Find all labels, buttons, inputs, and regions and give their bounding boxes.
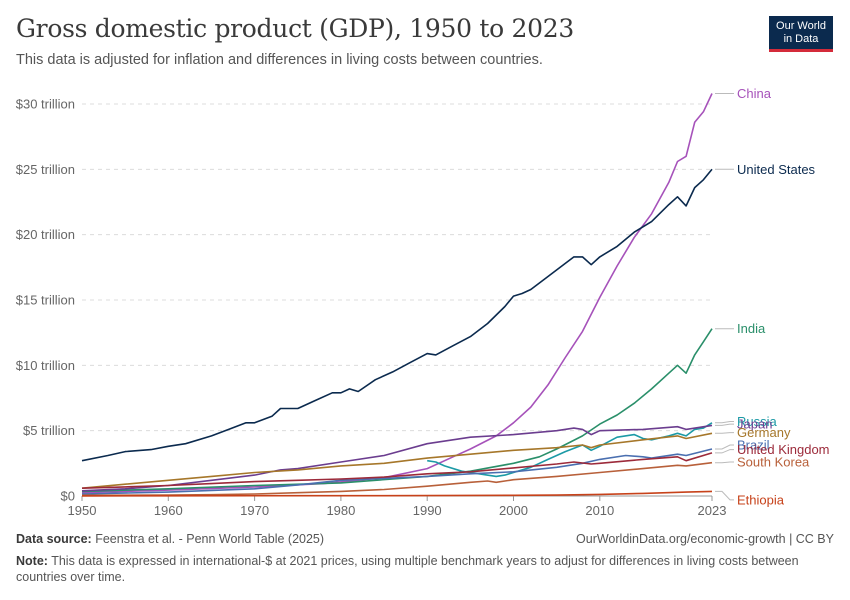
x-tick-2010: 2010: [585, 503, 614, 518]
chart-note: Note: This data is expressed in internat…: [16, 553, 836, 585]
note-label: Note:: [16, 554, 48, 568]
y-tick-labels: $0 $5 trillion $10 trillion $15 trillion $20…: [16, 97, 75, 504]
series-label-russia: Russia: [737, 414, 778, 429]
y-gridlines: [82, 103, 712, 432]
label-connector-japan: [715, 423, 734, 426]
series-label-ethiopia: Ethiopia: [737, 492, 785, 507]
x-axis: [81, 495, 713, 501]
series-line-ethiopia: [81, 490, 713, 497]
chart-subtitle: This data is adjusted for inflation and …: [16, 52, 543, 68]
logo-line-2: in Data: [783, 33, 819, 45]
series-line-china: [81, 93, 713, 494]
y-tick-20: $20 trillion: [16, 227, 75, 242]
y-tick-25: $25 trillion: [16, 162, 75, 177]
series-labels: China United States India RussiaJapanGerman…: [715, 86, 830, 507]
source-label: Data source:: [16, 532, 92, 546]
series-label-brazil: Brazil: [737, 438, 770, 453]
y-tick-15: $15 trillion: [16, 293, 75, 308]
x-tick-1970: 1970: [240, 503, 269, 518]
series-label-south-korea: South Korea: [737, 455, 810, 470]
chart-title: Gross domestic product (GDP), 1950 to 20…: [16, 14, 574, 43]
series-line-south-korea: [81, 461, 713, 497]
series-lines: [81, 93, 713, 497]
gdp-line-chart: $0 $5 trillion $10 trillion $15 trillion $20…: [16, 86, 830, 518]
series-label-germany: Germany: [737, 425, 791, 440]
label-connector-south-korea: [715, 461, 734, 464]
note-text: This data is expressed in international-…: [16, 554, 799, 584]
series-line-india: [81, 328, 713, 493]
owid-logo[interactable]: Our World in Data: [769, 16, 833, 52]
series-line-brazil: [81, 448, 713, 495]
data-source: Data source: Feenstra et al. - Penn Worl…: [16, 532, 324, 546]
label-connector-russia: [715, 421, 734, 424]
source-url[interactable]: OurWorldinData.org/economic-growth | CC …: [576, 532, 834, 546]
source-text[interactable]: Feenstra et al. - Penn World Table (2025…: [95, 532, 325, 546]
x-tick-2023: 2023: [698, 503, 727, 518]
y-tick-5: $5 trillion: [23, 423, 75, 438]
series-label-united-kingdom: United Kingdom: [737, 442, 830, 457]
label-connector-brazil: [715, 444, 734, 450]
x-tick-1960: 1960: [154, 503, 183, 518]
x-tick-labels: 1950 1960 1970 1980 1990 2000 2010 2023: [68, 503, 727, 518]
series-label-india: India: [737, 321, 766, 336]
x-tick-2000: 2000: [499, 503, 528, 518]
series-line-germany: [81, 432, 713, 489]
series-label-united-states: United States: [737, 162, 816, 177]
x-tick-1980: 1980: [326, 503, 355, 518]
label-connector-germany: [715, 432, 734, 434]
x-tick-1950: 1950: [68, 503, 97, 518]
series-line-japan: [81, 424, 713, 492]
logo-line-1: Our World: [776, 20, 826, 32]
series-line-united-states: [81, 168, 713, 462]
label-connector-united-kingdom: [715, 449, 734, 454]
x-tick-1990: 1990: [413, 503, 442, 518]
series-label-japan: Japan: [737, 417, 772, 432]
y-tick-30: $30 trillion: [16, 97, 75, 112]
y-tick-10: $10 trillion: [16, 358, 75, 373]
label-connector-ethiopia: [715, 490, 734, 501]
series-label-china: China: [737, 86, 772, 101]
series-line-united-kingdom: [81, 452, 713, 489]
y-tick-0: $0: [61, 489, 75, 504]
